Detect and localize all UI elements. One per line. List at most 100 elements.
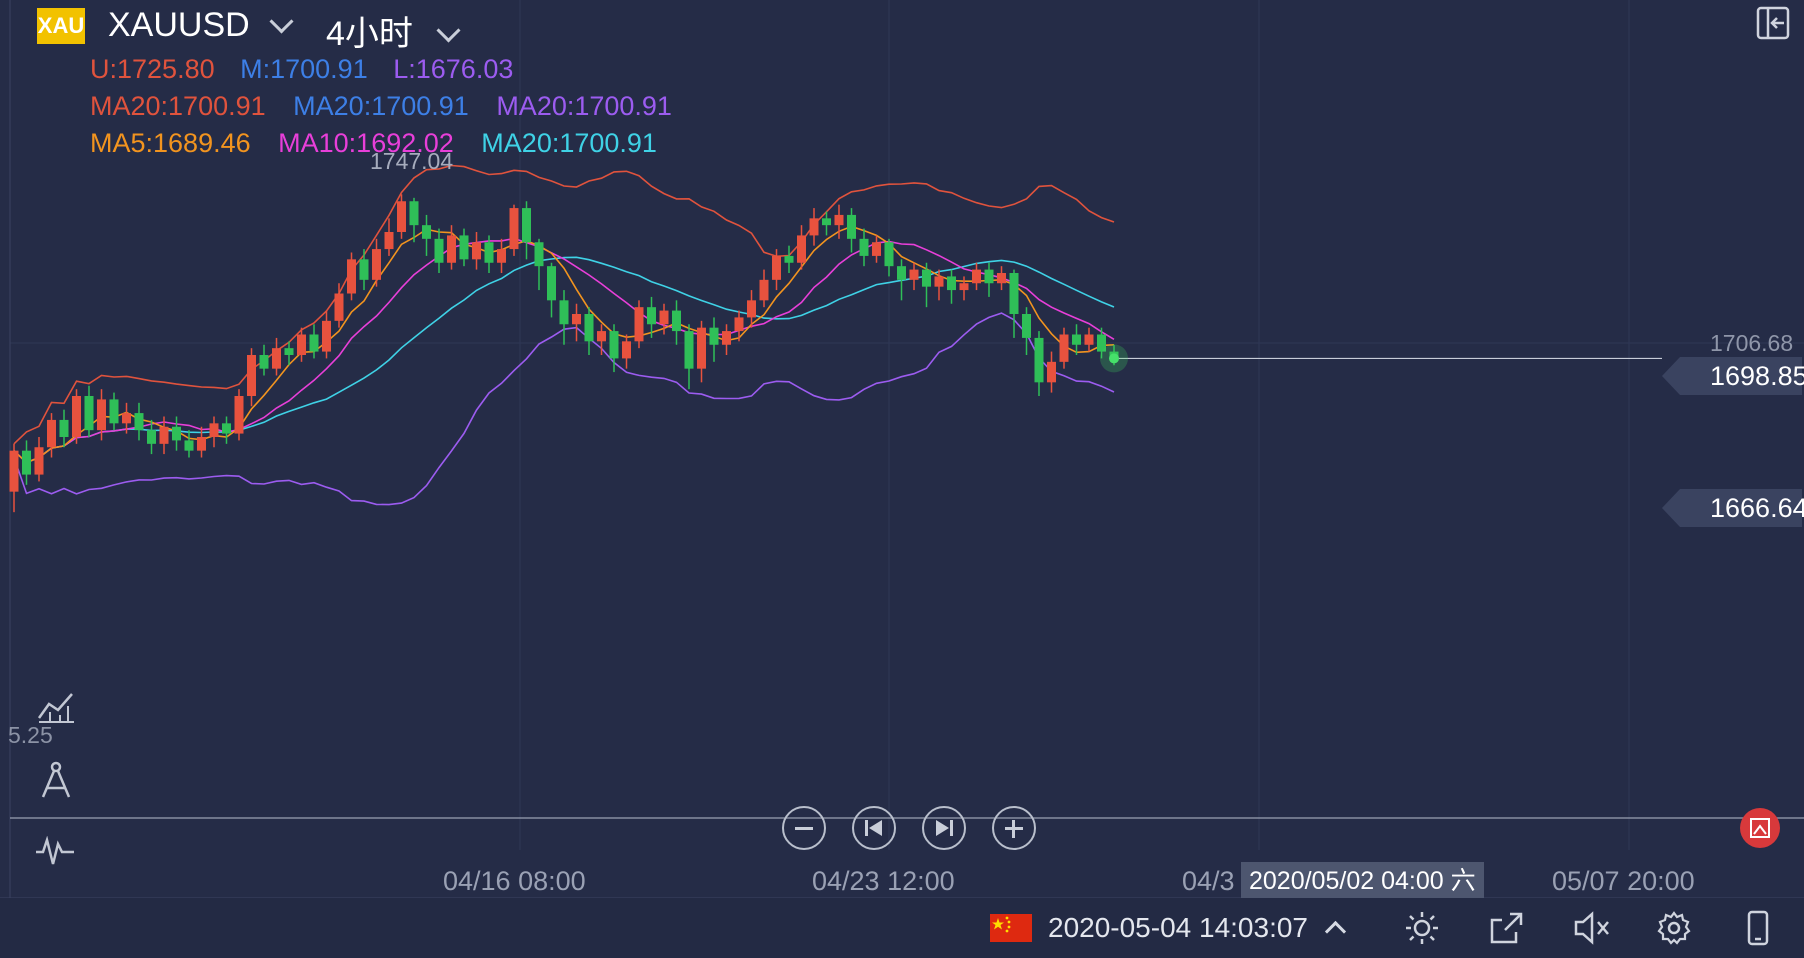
indicator-chart-icon[interactable]	[36, 688, 76, 729]
exit-fullscreen-icon[interactable]	[1756, 6, 1790, 40]
candle-body	[434, 238, 444, 263]
candle-body	[834, 214, 844, 226]
candle-body	[247, 355, 256, 396]
candle	[384, 218, 394, 256]
candle-body	[234, 396, 244, 434]
candle	[647, 296, 656, 338]
left-edge-value: 5.25	[8, 722, 53, 748]
candle-body	[209, 423, 219, 437]
mute-icon[interactable]	[1572, 910, 1612, 951]
candle-body	[872, 242, 881, 256]
candle-body	[272, 348, 281, 369]
symbol-selector[interactable]: XAUUSD	[108, 6, 294, 45]
candle-body	[1022, 314, 1031, 338]
candle-body	[397, 201, 406, 232]
zoom-out-button[interactable]	[782, 806, 826, 850]
waveform-icon[interactable]	[34, 835, 76, 871]
candle	[772, 249, 781, 291]
zoom-in-button[interactable]	[992, 806, 1036, 850]
minus-icon	[795, 827, 813, 830]
candle	[922, 262, 931, 308]
candle	[547, 262, 556, 318]
candle	[484, 235, 494, 273]
ma20-label: MA20:1700.91	[293, 91, 469, 121]
boll-lower-label: L:1676.03	[393, 54, 514, 84]
candle	[972, 262, 981, 291]
candle-body	[59, 419, 69, 437]
chart-grid	[0, 0, 1804, 898]
x-axis-label: 04/23 12:00	[812, 866, 955, 896]
save-icon	[1750, 818, 1770, 838]
candle-body	[984, 269, 994, 284]
candle-body	[147, 430, 156, 444]
candle-body	[472, 242, 481, 260]
candle	[147, 419, 156, 455]
candle	[459, 228, 469, 267]
candle-body	[797, 235, 806, 263]
skip-to-end-button[interactable]	[922, 806, 966, 850]
drawing-compass-icon[interactable]	[38, 760, 74, 805]
candle-body	[884, 242, 894, 267]
candle	[1022, 307, 1031, 355]
current-price-tag: 1698.85	[1662, 357, 1804, 395]
candle	[347, 252, 356, 301]
candle	[1034, 331, 1044, 396]
candle-body	[47, 419, 56, 448]
symbol-badge[interactable]: XAU	[37, 8, 85, 44]
candle	[1097, 327, 1106, 359]
candle-body	[547, 266, 556, 301]
candle	[909, 262, 919, 291]
candle-body	[1072, 334, 1081, 345]
candle-body	[1009, 273, 1019, 314]
candle-body	[997, 273, 1006, 284]
phone-icon[interactable]	[1744, 910, 1772, 951]
candle-body	[759, 279, 769, 301]
timeframe-selector[interactable]: 4小时	[326, 6, 461, 55]
candle	[322, 310, 331, 359]
candle	[159, 416, 169, 455]
candle	[534, 238, 544, 291]
candle	[834, 204, 844, 239]
candle-body	[34, 447, 44, 475]
candle	[134, 402, 144, 441]
candle-body	[647, 307, 656, 325]
candle	[222, 416, 231, 444]
candle-body	[684, 331, 694, 369]
candle	[59, 409, 69, 448]
candle-body	[334, 293, 344, 321]
candle-body	[859, 238, 869, 256]
settings-gear-icon[interactable]	[1656, 910, 1692, 951]
candle	[672, 300, 681, 345]
candle-body	[297, 334, 306, 355]
candle-body	[1097, 334, 1106, 352]
brightness-icon[interactable]	[1404, 910, 1440, 951]
candle	[509, 204, 519, 256]
candle	[934, 269, 944, 301]
skip-to-start-button[interactable]	[852, 806, 896, 850]
candle-body	[572, 314, 581, 325]
candle-body	[959, 283, 969, 291]
candle-body	[522, 208, 531, 243]
candlestick-chart[interactable]	[0, 0, 1804, 898]
candle-body	[697, 327, 706, 369]
boll-row: U:1725.80 M:1700.91 L:1676.03	[90, 54, 513, 85]
candle	[297, 327, 306, 362]
server-time[interactable]: 2020-05-04 14:03:07	[1048, 912, 1346, 944]
candle	[1009, 269, 1019, 338]
skip-start-icon	[865, 820, 882, 836]
share-icon[interactable]	[1488, 910, 1526, 951]
screenshot-save-button[interactable]	[1740, 808, 1780, 848]
candle-body	[372, 249, 381, 280]
candle-body	[534, 242, 544, 267]
candle-body	[622, 341, 631, 359]
candle-body	[747, 300, 756, 318]
candle	[47, 413, 56, 458]
candle-body	[972, 269, 981, 284]
candle-body	[559, 300, 569, 325]
ma10-line	[13, 237, 1115, 464]
candle-body	[109, 399, 119, 424]
candle	[422, 214, 431, 256]
candle	[659, 303, 669, 335]
candle	[584, 307, 594, 355]
candle	[97, 389, 106, 441]
